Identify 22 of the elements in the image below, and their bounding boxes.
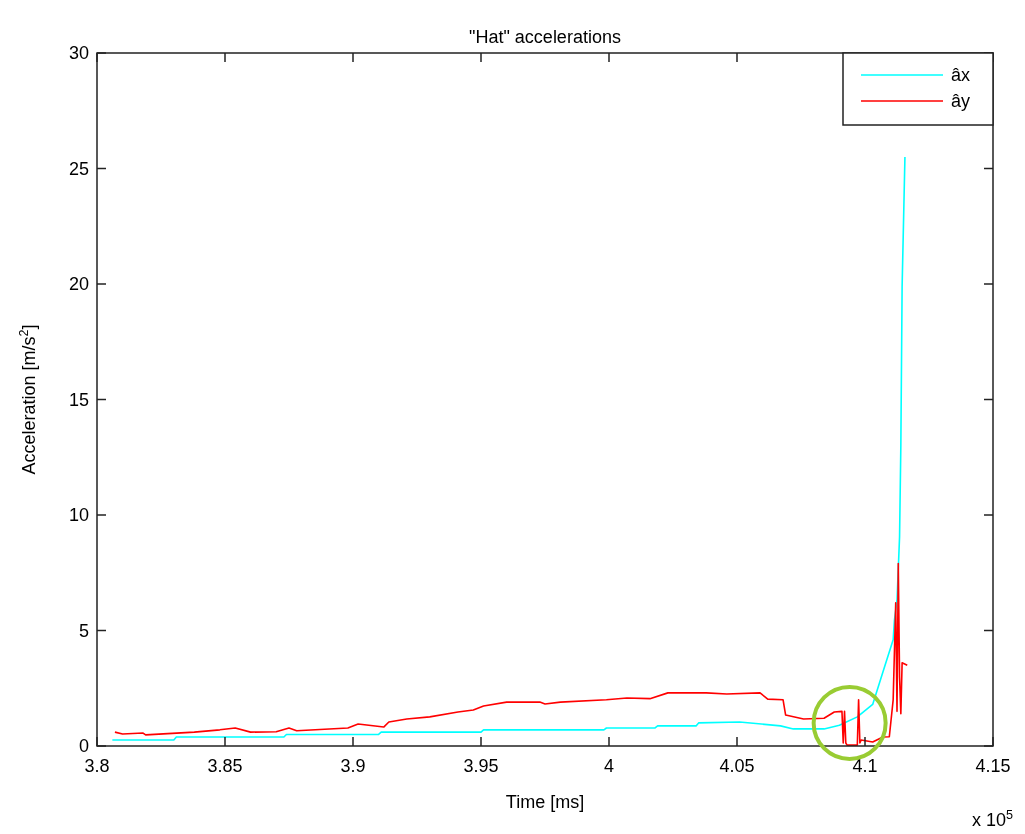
- y-tick-label: 0: [78, 736, 89, 756]
- x-axis-title: Time [ms]: [505, 792, 585, 812]
- x-tick-label: 4.05: [719, 756, 755, 776]
- y-tick-label: 10: [68, 505, 89, 525]
- y-tick-label: 25: [68, 158, 89, 179]
- y-tick-label: 15: [68, 389, 89, 410]
- x-tick-label: 4.15: [975, 756, 1011, 776]
- y-tick-label: 30: [68, 43, 89, 63]
- x-tick-label: 3.95: [463, 756, 499, 776]
- line-series: [111, 156, 906, 741]
- y-tick-label: 5: [78, 620, 89, 641]
- legend-label: âx: [951, 65, 971, 85]
- text: x 10$^{5}$: [971, 808, 1013, 830]
- x-tick-label: 4: [603, 756, 615, 776]
- x-tick-label: 3.8: [84, 756, 110, 776]
- x-tick-label: 3.85: [207, 756, 243, 776]
- line-series: [114, 562, 909, 746]
- x-tick-label: 4.1: [852, 756, 878, 776]
- x-tick-label: 3.9: [340, 756, 366, 776]
- y-tick-label: 20: [68, 274, 89, 294]
- legend-label: ây: [951, 91, 971, 111]
- chart-title: "Hat" accelerations: [469, 27, 621, 47]
